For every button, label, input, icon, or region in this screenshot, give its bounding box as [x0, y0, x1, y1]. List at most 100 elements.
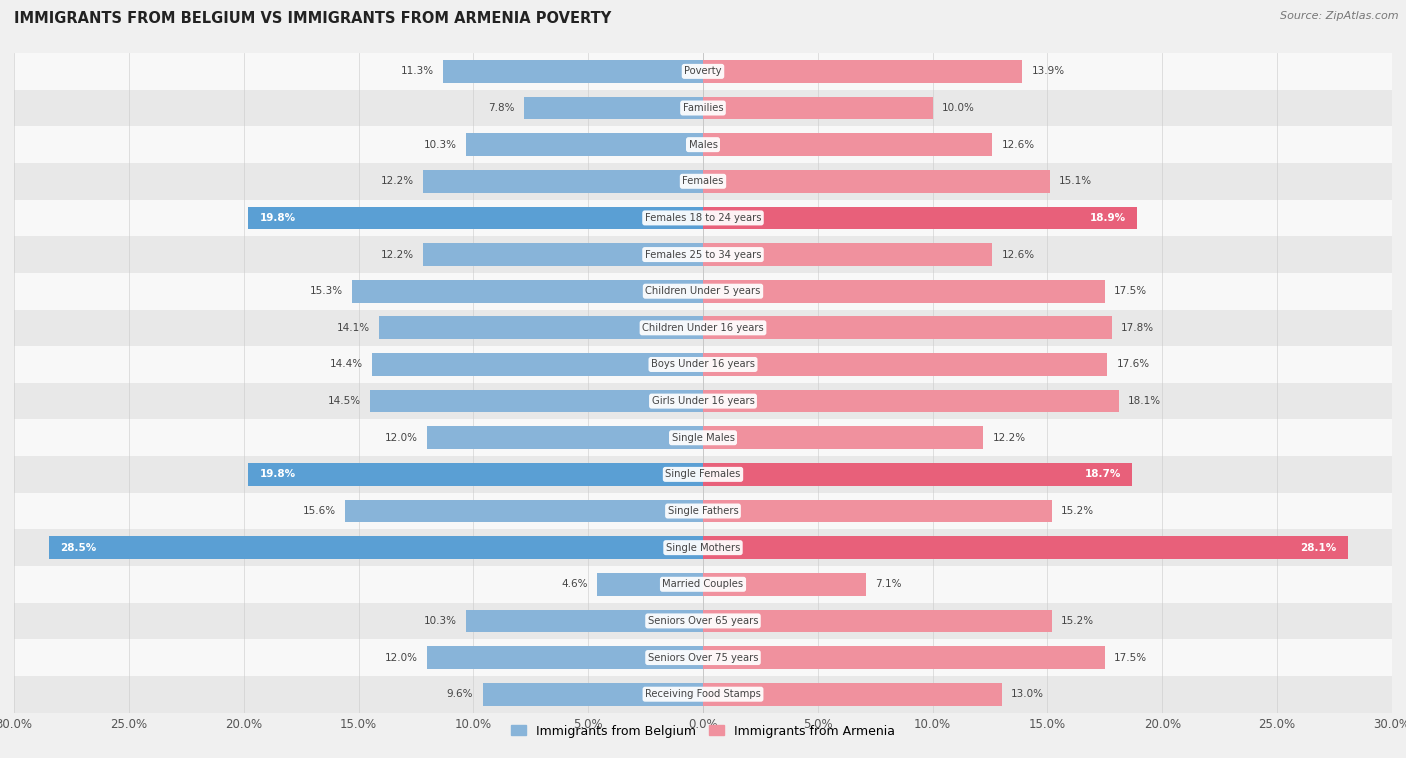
Text: 12.6%: 12.6%	[1001, 139, 1035, 149]
Bar	[703, 683, 1001, 706]
Bar	[14, 456, 1392, 493]
Text: 14.1%: 14.1%	[337, 323, 370, 333]
Bar	[703, 280, 1105, 302]
Text: 17.5%: 17.5%	[1114, 653, 1147, 662]
Text: Married Couples: Married Couples	[662, 579, 744, 589]
Text: Girls Under 16 years: Girls Under 16 years	[651, 396, 755, 406]
Text: 10.3%: 10.3%	[425, 616, 457, 626]
Bar	[703, 427, 983, 449]
Text: 12.0%: 12.0%	[385, 653, 418, 662]
Text: 11.3%: 11.3%	[401, 67, 434, 77]
Bar	[482, 683, 703, 706]
Text: 17.6%: 17.6%	[1116, 359, 1150, 369]
Text: Females 25 to 34 years: Females 25 to 34 years	[645, 249, 761, 259]
Bar	[703, 243, 993, 266]
Bar	[373, 353, 703, 376]
Text: 7.1%: 7.1%	[875, 579, 901, 589]
Text: 7.8%: 7.8%	[488, 103, 515, 113]
Text: 17.5%: 17.5%	[1114, 287, 1147, 296]
Bar	[14, 529, 1392, 566]
Text: Single Males: Single Males	[672, 433, 734, 443]
Text: 13.0%: 13.0%	[1011, 689, 1043, 699]
Text: 10.3%: 10.3%	[425, 139, 457, 149]
Text: 12.2%: 12.2%	[381, 249, 413, 259]
Text: 15.3%: 15.3%	[309, 287, 343, 296]
Text: 9.6%: 9.6%	[447, 689, 474, 699]
Bar	[14, 127, 1392, 163]
Text: Families: Families	[683, 103, 723, 113]
Bar	[427, 647, 703, 669]
Bar	[467, 133, 703, 156]
Bar	[370, 390, 703, 412]
Bar	[703, 537, 1348, 559]
Bar	[14, 273, 1392, 309]
Bar	[524, 97, 703, 119]
Text: Single Fathers: Single Fathers	[668, 506, 738, 516]
Bar	[703, 500, 1052, 522]
Text: 18.9%: 18.9%	[1090, 213, 1126, 223]
Text: IMMIGRANTS FROM BELGIUM VS IMMIGRANTS FROM ARMENIA POVERTY: IMMIGRANTS FROM BELGIUM VS IMMIGRANTS FR…	[14, 11, 612, 27]
Bar	[14, 493, 1392, 529]
Text: 13.9%: 13.9%	[1032, 67, 1064, 77]
Bar	[352, 280, 703, 302]
Text: Poverty: Poverty	[685, 67, 721, 77]
Bar	[467, 609, 703, 632]
Bar	[598, 573, 703, 596]
Text: 15.2%: 15.2%	[1062, 616, 1094, 626]
Text: Receiving Food Stamps: Receiving Food Stamps	[645, 689, 761, 699]
Bar	[703, 353, 1107, 376]
Text: Children Under 5 years: Children Under 5 years	[645, 287, 761, 296]
Bar	[703, 463, 1132, 486]
Bar	[14, 383, 1392, 419]
Bar	[443, 60, 703, 83]
Bar	[14, 419, 1392, 456]
Bar	[14, 89, 1392, 127]
Bar	[427, 427, 703, 449]
Bar	[703, 573, 866, 596]
Bar	[14, 603, 1392, 639]
Text: 12.0%: 12.0%	[385, 433, 418, 443]
Bar	[344, 500, 703, 522]
Bar	[14, 346, 1392, 383]
Text: 10.0%: 10.0%	[942, 103, 974, 113]
Text: Females 18 to 24 years: Females 18 to 24 years	[645, 213, 761, 223]
Text: 12.2%: 12.2%	[381, 177, 413, 186]
Text: Females: Females	[682, 177, 724, 186]
Text: Single Mothers: Single Mothers	[666, 543, 740, 553]
Text: 17.8%: 17.8%	[1121, 323, 1154, 333]
Text: 4.6%: 4.6%	[561, 579, 588, 589]
Text: 19.8%: 19.8%	[260, 213, 295, 223]
Bar	[703, 133, 993, 156]
Text: 15.2%: 15.2%	[1062, 506, 1094, 516]
Text: Children Under 16 years: Children Under 16 years	[643, 323, 763, 333]
Text: 14.5%: 14.5%	[328, 396, 361, 406]
Text: Males: Males	[689, 139, 717, 149]
Text: Source: ZipAtlas.com: Source: ZipAtlas.com	[1281, 11, 1399, 21]
Bar	[14, 309, 1392, 346]
Text: 15.6%: 15.6%	[302, 506, 336, 516]
Bar	[703, 60, 1022, 83]
Bar	[14, 53, 1392, 89]
Bar	[249, 463, 703, 486]
Text: Seniors Over 65 years: Seniors Over 65 years	[648, 616, 758, 626]
Bar	[14, 236, 1392, 273]
Bar	[14, 199, 1392, 236]
Text: Single Females: Single Females	[665, 469, 741, 479]
Bar	[703, 647, 1105, 669]
Text: 18.1%: 18.1%	[1128, 396, 1161, 406]
Text: 28.5%: 28.5%	[60, 543, 96, 553]
Legend: Immigrants from Belgium, Immigrants from Armenia: Immigrants from Belgium, Immigrants from…	[506, 719, 900, 743]
Bar	[14, 566, 1392, 603]
Bar	[703, 207, 1137, 229]
Text: Seniors Over 75 years: Seniors Over 75 years	[648, 653, 758, 662]
Text: 28.1%: 28.1%	[1301, 543, 1337, 553]
Bar	[423, 170, 703, 193]
Bar	[703, 317, 1112, 339]
Bar	[423, 243, 703, 266]
Bar	[14, 163, 1392, 199]
Bar	[48, 537, 703, 559]
Text: 15.1%: 15.1%	[1059, 177, 1092, 186]
Bar	[703, 170, 1050, 193]
Bar	[703, 97, 932, 119]
Bar	[703, 390, 1119, 412]
